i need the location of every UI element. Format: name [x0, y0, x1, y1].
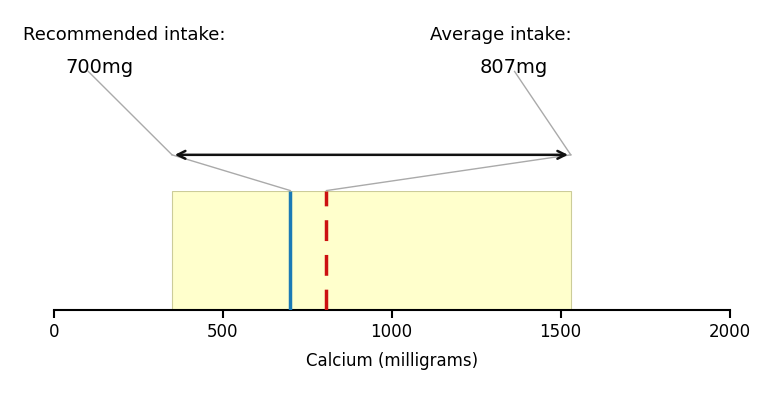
Text: 807mg: 807mg — [480, 58, 548, 77]
Text: Recommended intake:: Recommended intake: — [23, 26, 226, 44]
X-axis label: Calcium (milligrams): Calcium (milligrams) — [306, 352, 478, 370]
Bar — [172, 191, 571, 310]
Text: 700mg: 700mg — [65, 58, 134, 77]
Text: Average intake:: Average intake: — [430, 26, 571, 44]
